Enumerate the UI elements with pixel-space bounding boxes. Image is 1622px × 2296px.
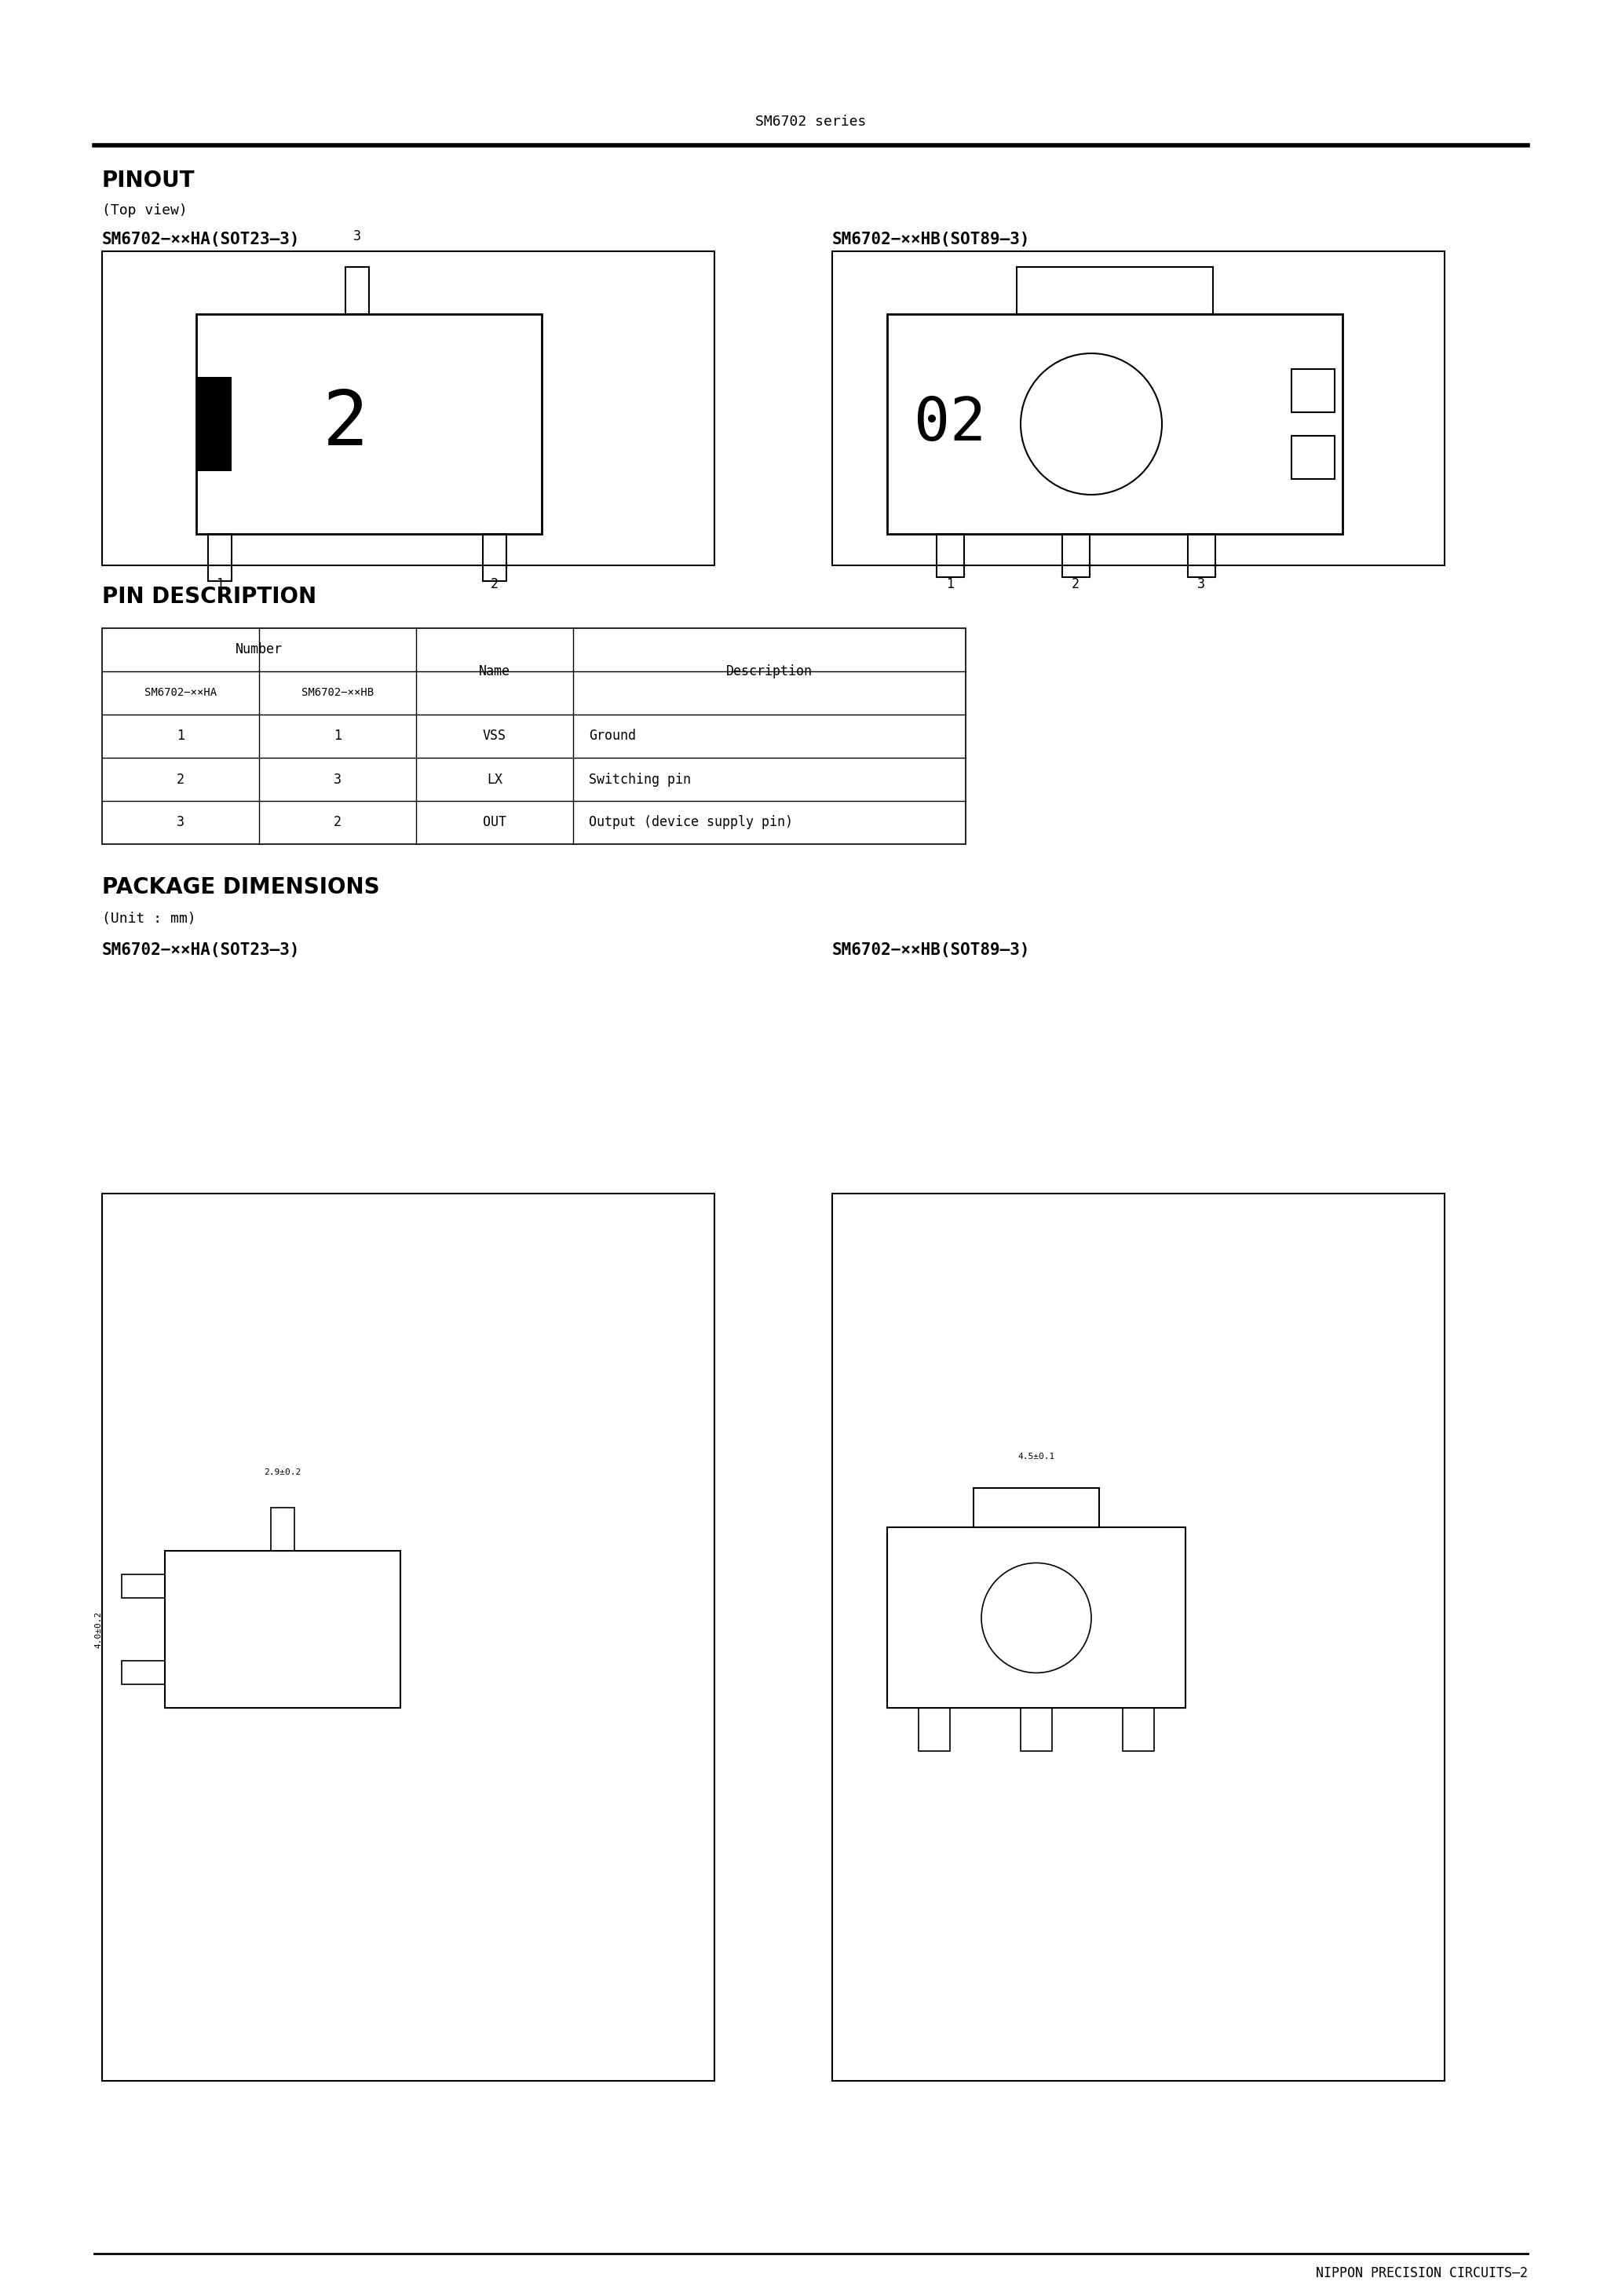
Text: 1: 1 — [946, 576, 954, 592]
Text: OUT: OUT — [483, 815, 506, 829]
Bar — [102, 629, 965, 845]
Text: 02: 02 — [913, 395, 986, 452]
Text: SM6702−××HB: SM6702−××HB — [302, 687, 373, 698]
Text: Switching pin: Switching pin — [589, 771, 691, 788]
Text: 2.9±0.2: 2.9±0.2 — [264, 1469, 302, 1476]
Bar — [1020, 1708, 1053, 1752]
Text: 3: 3 — [177, 815, 185, 829]
Bar — [1122, 1708, 1155, 1752]
Bar — [102, 1194, 714, 2080]
Text: Name: Name — [478, 664, 511, 677]
Bar — [165, 1552, 401, 1708]
Text: VSS: VSS — [483, 730, 506, 744]
Text: Output (device supply pin): Output (device supply pin) — [589, 815, 793, 829]
Bar — [208, 535, 232, 581]
Bar — [1062, 535, 1090, 576]
Text: SM6702−××HB(SOT89–3): SM6702−××HB(SOT89–3) — [832, 941, 1030, 957]
Text: SM6702−××HB(SOT89–3): SM6702−××HB(SOT89–3) — [832, 232, 1030, 248]
Text: PINOUT: PINOUT — [102, 170, 195, 191]
Text: SM6702−××HA: SM6702−××HA — [144, 687, 217, 698]
Bar — [832, 1194, 1445, 2080]
Text: (Top view): (Top view) — [102, 204, 188, 218]
Bar — [1017, 266, 1213, 315]
Bar — [196, 315, 542, 535]
Text: LX: LX — [487, 771, 503, 788]
Bar — [936, 535, 963, 576]
Bar — [345, 266, 368, 315]
Bar — [122, 1575, 165, 1598]
Bar — [1291, 370, 1335, 413]
Bar — [196, 377, 232, 471]
Text: 3: 3 — [1197, 576, 1205, 592]
Text: Number: Number — [235, 643, 282, 657]
Text: Description: Description — [727, 664, 813, 677]
Bar — [122, 1660, 165, 1685]
Text: PACKAGE DIMENSIONS: PACKAGE DIMENSIONS — [102, 877, 380, 898]
Bar — [102, 250, 714, 565]
Text: 2: 2 — [1072, 576, 1080, 592]
Text: 4.5±0.1: 4.5±0.1 — [1017, 1453, 1054, 1460]
Text: 3: 3 — [334, 771, 342, 788]
Text: 2: 2 — [334, 815, 342, 829]
Text: NIPPON PRECISION CIRCUITS—2: NIPPON PRECISION CIRCUITS—2 — [1315, 2266, 1528, 2280]
Bar — [887, 1527, 1186, 1708]
Text: 1: 1 — [216, 576, 224, 592]
Bar — [887, 315, 1343, 535]
Text: SM6702−××HA(SOT23–3): SM6702−××HA(SOT23–3) — [102, 232, 300, 248]
Text: Ground: Ground — [589, 730, 636, 744]
Text: 2: 2 — [177, 771, 185, 788]
Text: SM6702 series: SM6702 series — [756, 115, 866, 129]
Bar — [1187, 535, 1215, 576]
Bar — [1291, 436, 1335, 480]
Text: 4.0±0.2: 4.0±0.2 — [94, 1612, 102, 1649]
Text: 1: 1 — [334, 730, 342, 744]
Text: (Unit : mm): (Unit : mm) — [102, 912, 196, 925]
Bar — [973, 1488, 1100, 1527]
Text: 2: 2 — [491, 576, 498, 592]
Bar — [918, 1708, 950, 1752]
Bar — [483, 535, 506, 581]
Text: PIN DESCRIPTION: PIN DESCRIPTION — [102, 585, 316, 608]
Text: 2: 2 — [323, 388, 368, 461]
Text: SM6702−××HA(SOT23–3): SM6702−××HA(SOT23–3) — [102, 941, 300, 957]
Text: 3: 3 — [354, 230, 362, 243]
Text: 1: 1 — [177, 730, 185, 744]
Bar — [832, 250, 1445, 565]
Bar — [271, 1508, 295, 1552]
